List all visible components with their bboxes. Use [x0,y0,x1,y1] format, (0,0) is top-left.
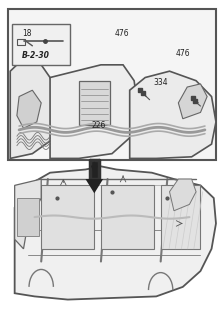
Polygon shape [10,59,59,158]
FancyArrowPatch shape [92,163,97,171]
Text: B-2-30: B-2-30 [22,51,50,60]
Bar [17,198,39,236]
Polygon shape [85,179,103,193]
Text: 18: 18 [22,29,32,38]
Bar [8,9,216,160]
Bar [17,39,25,45]
Polygon shape [130,71,216,158]
Bar [79,81,110,125]
Polygon shape [15,166,216,300]
Text: 226: 226 [92,121,106,130]
Bar [90,160,99,179]
Bar [161,185,200,249]
Text: 476: 476 [115,29,129,38]
Polygon shape [17,90,41,128]
Text: 476: 476 [175,50,190,59]
Polygon shape [170,179,196,211]
Bar [41,185,94,249]
Text: 334: 334 [153,78,168,87]
Polygon shape [15,179,41,249]
Bar [13,24,70,65]
Bar [101,185,154,249]
Polygon shape [178,84,207,119]
Polygon shape [50,65,139,158]
